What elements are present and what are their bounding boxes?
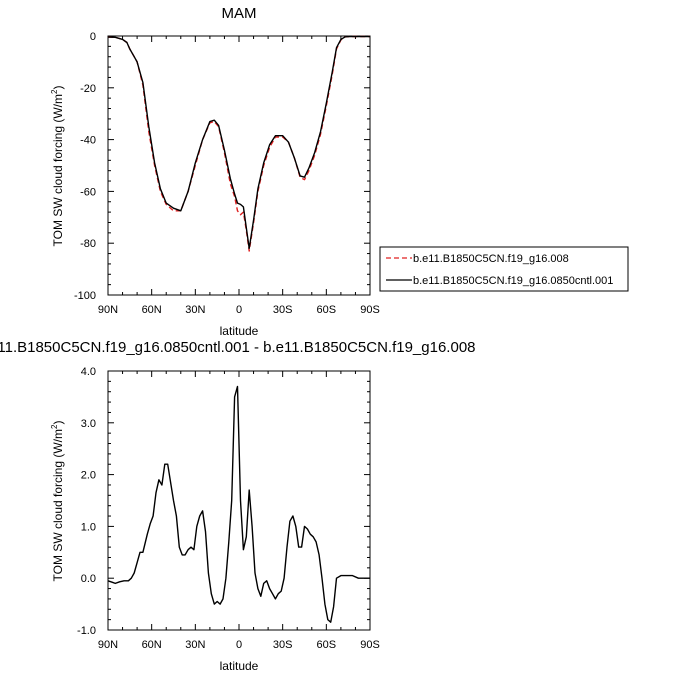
x-tick-label: 90S	[360, 304, 380, 316]
x-tick-label: 60N	[142, 304, 162, 316]
panel-2-x-axis-label: latitude	[220, 659, 259, 673]
x-tick-label: 60S	[317, 304, 337, 316]
panel-1-y-axis-label-close: )	[51, 86, 65, 90]
panel-1-x-tick-labels: 90N 60N 30N 0 30S 60S 90S	[98, 304, 380, 316]
legend-box	[379, 246, 629, 292]
panel-2-x-tick-labels: 90N 60N 30N 0 30S 60S 90S	[98, 639, 380, 651]
panel-1-mam: MAM 90N 60N 30N 0 30S 60S 90S 0 -20 -40 -60 -80 -10…	[50, 5, 380, 338]
plot-frame	[107, 35, 371, 296]
x-tick-label: 90N	[98, 639, 118, 651]
panel-1-y-tick-labels: 0 -20 -40 -60 -80 -100	[74, 31, 96, 302]
y-tick-label: 0	[90, 31, 96, 43]
x-tick-label: 30N	[185, 304, 205, 316]
x-tick-label: 60S	[317, 639, 337, 651]
y-tick-label: 0.0	[81, 573, 96, 585]
x-tick-label: 30N	[185, 639, 205, 651]
panel-1-y-axis-label-main: TOM SW cloud forcing (W/m	[51, 94, 65, 246]
x-tick-label: 30S	[273, 639, 293, 651]
x-tick-label: 90S	[360, 639, 380, 651]
panel-2-y-axis-label-sup: 2	[50, 424, 59, 429]
panel-1-x-axis-label: latitude	[220, 324, 259, 338]
y-tick-label: 3.0	[81, 418, 96, 430]
panel-1-y-axis-label: TOM SW cloud forcing (W/m2)	[50, 86, 65, 247]
panel-2-y-tick-labels: 4.0 3.0 2.0 1.0 0.0 -1.0	[77, 366, 96, 637]
series-line-2	[107, 35, 370, 250]
panel-2-difference: b.e11.B1850C5CN.f19_g16.0850cntl.001 - b…	[0, 339, 475, 673]
x-tick-label: 0	[236, 639, 242, 651]
series-line-1	[107, 385, 370, 623]
y-tick-label: -1.0	[77, 625, 96, 637]
x-tick-label: 90N	[98, 304, 118, 316]
y-tick-label: -80	[80, 238, 96, 250]
x-tick-label: 60N	[142, 639, 162, 651]
y-tick-label: -100	[74, 290, 96, 302]
y-tick-label: -40	[80, 135, 96, 147]
panel-1-title: MAM	[222, 5, 257, 22]
panel-2-title: b.e11.B1850C5CN.f19_g16.0850cntl.001 - b…	[0, 339, 475, 356]
plot-frame	[107, 370, 371, 631]
panel-2-y-axis-label-close: )	[51, 421, 65, 425]
y-tick-label: 2.0	[81, 470, 96, 482]
y-tick-label: 1.0	[81, 521, 96, 533]
panel-2-y-axis-label-main: TOM SW cloud forcing (W/m	[51, 429, 65, 581]
y-tick-label: 4.0	[81, 366, 96, 378]
y-tick-label: -20	[80, 83, 96, 95]
panel-2-plot-area	[107, 370, 371, 631]
panel-1-y-axis-label-sup: 2	[50, 89, 59, 94]
x-tick-label: 0	[236, 304, 242, 316]
legend-label-series-1: b.e11.B1850C5CN.f19_g16.008	[413, 253, 569, 265]
legend-label-series-2: b.e11.B1850C5CN.f19_g16.0850cntl.001	[413, 275, 613, 287]
x-tick-label: 30S	[273, 304, 293, 316]
y-tick-label: -60	[80, 186, 96, 198]
legend: b.e11.B1850C5CN.f19_g16.008 b.e11.B1850C…	[379, 246, 629, 292]
panel-2-y-axis-label: TOM SW cloud forcing (W/m2)	[50, 421, 65, 582]
series-line-1	[107, 35, 370, 252]
panel-1-plot-area	[107, 35, 371, 296]
